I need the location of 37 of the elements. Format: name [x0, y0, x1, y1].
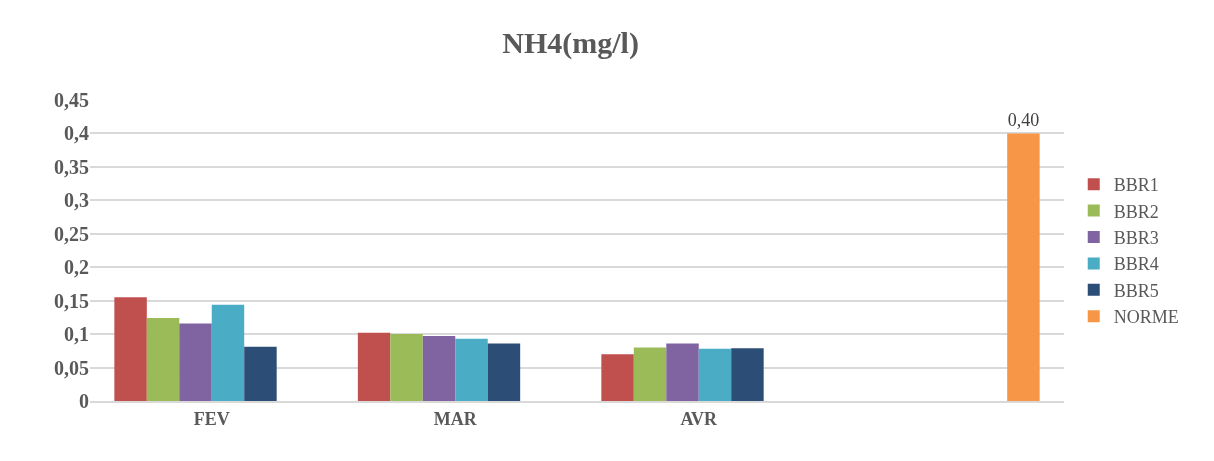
bar	[731, 348, 764, 401]
bar	[244, 346, 277, 401]
bar	[698, 348, 732, 401]
bar	[633, 347, 667, 401]
bar	[357, 332, 391, 401]
y-tick-label: 0,1	[64, 323, 89, 346]
y-tick-label: 0,15	[54, 289, 89, 312]
bar	[1007, 133, 1040, 401]
bar	[211, 304, 245, 401]
bar	[422, 336, 456, 401]
y-tick-label: 0,35	[54, 155, 89, 178]
legend-label: BBR3	[1113, 228, 1159, 249]
x-tick-label: MAR	[433, 408, 478, 429]
x-tick-label: FEV	[193, 408, 230, 429]
y-tick-label: 0,05	[54, 356, 89, 379]
legend-label: BBR1	[1113, 175, 1159, 196]
bar	[114, 297, 147, 401]
legend-label: BBR2	[1113, 201, 1159, 222]
bar	[487, 343, 521, 401]
bar	[455, 338, 488, 401]
y-tick-label: 0,4	[64, 122, 89, 145]
y-tick-label: 0,25	[54, 222, 89, 245]
bar	[666, 343, 699, 401]
chart-title: NH4(mg/l)	[502, 26, 639, 61]
y-tick-label: 0,2	[64, 256, 89, 279]
bar	[179, 323, 212, 401]
bar	[601, 354, 634, 401]
y-tick-label: 0	[79, 390, 89, 412]
legend-label: BBR5	[1113, 280, 1159, 301]
legend-label: NORME	[1113, 307, 1179, 328]
bar	[146, 318, 180, 401]
bar	[390, 334, 423, 401]
x-tick-label: AVR	[680, 408, 719, 429]
y-tick-label: 0,45	[54, 89, 89, 111]
data-label: 0,40	[1007, 110, 1040, 131]
legend-label: BBR4	[1113, 254, 1159, 275]
y-tick-label: 0,3	[64, 189, 89, 212]
